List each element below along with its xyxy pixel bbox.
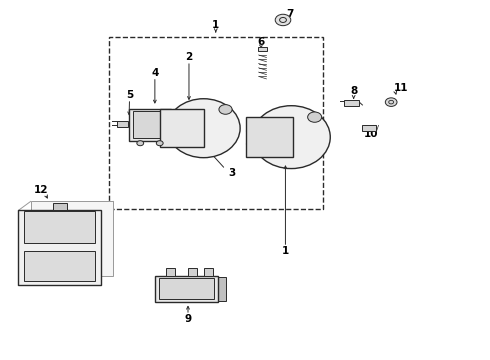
- Text: 11: 11: [393, 83, 408, 93]
- Circle shape: [275, 14, 291, 26]
- Bar: [188, 268, 197, 275]
- Bar: [160, 109, 203, 147]
- Text: 5: 5: [126, 90, 133, 100]
- Circle shape: [385, 98, 397, 107]
- Bar: [362, 125, 375, 131]
- Text: 1: 1: [212, 19, 220, 30]
- Circle shape: [308, 112, 322, 122]
- Bar: [155, 275, 218, 302]
- Bar: [133, 111, 167, 138]
- Bar: [344, 100, 359, 106]
- Bar: [258, 47, 268, 51]
- Text: 8: 8: [350, 86, 357, 96]
- Text: 3: 3: [228, 168, 236, 178]
- Circle shape: [137, 141, 144, 146]
- Text: 10: 10: [364, 129, 378, 139]
- Text: 12: 12: [34, 185, 49, 195]
- Bar: [246, 117, 293, 157]
- Bar: [159, 278, 214, 300]
- Bar: [129, 109, 171, 141]
- Bar: [24, 251, 95, 281]
- Circle shape: [219, 105, 232, 114]
- Bar: [204, 268, 213, 275]
- Bar: [117, 121, 127, 127]
- Bar: [218, 277, 225, 301]
- Bar: [19, 210, 101, 285]
- Bar: [24, 211, 95, 243]
- Bar: [52, 203, 67, 210]
- Bar: [166, 268, 174, 275]
- Bar: [109, 37, 323, 208]
- Text: 4: 4: [151, 68, 159, 78]
- Text: 6: 6: [257, 37, 265, 47]
- Ellipse shape: [252, 106, 330, 168]
- Ellipse shape: [167, 99, 240, 158]
- Text: 1: 1: [282, 247, 289, 256]
- Bar: [30, 202, 114, 276]
- Text: 7: 7: [286, 9, 294, 19]
- Circle shape: [156, 141, 163, 146]
- Text: 2: 2: [185, 52, 193, 62]
- Text: 9: 9: [184, 314, 192, 324]
